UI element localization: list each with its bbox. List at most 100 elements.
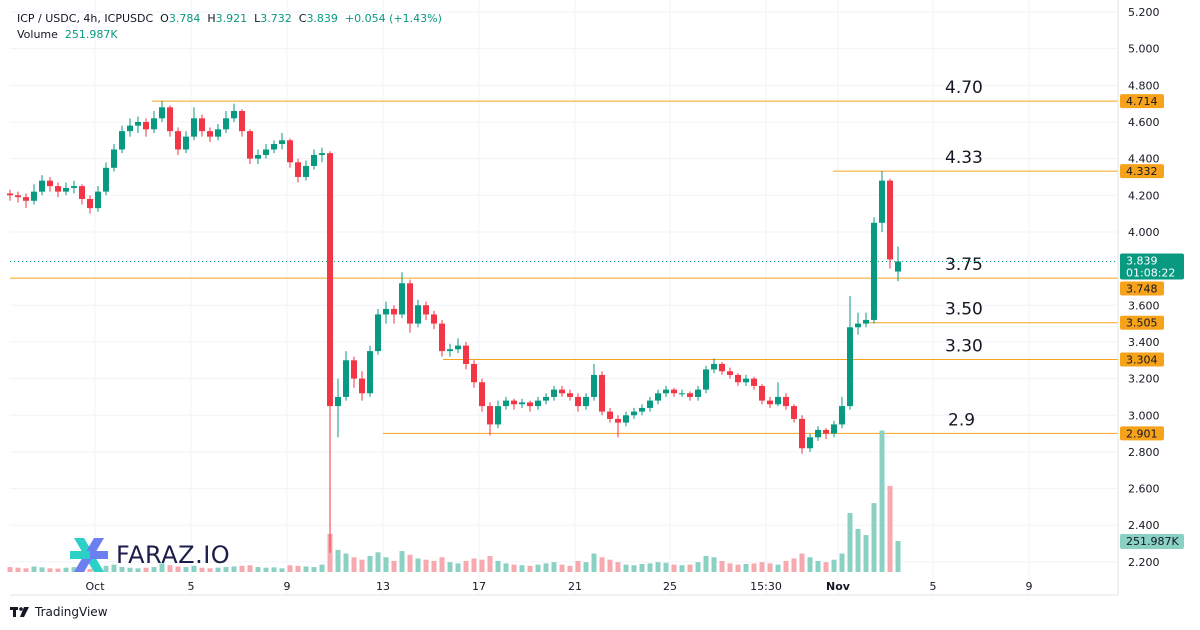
candle-body	[183, 136, 189, 150]
volume-bar	[15, 567, 21, 572]
volume-bar	[743, 564, 749, 572]
volume-bar	[351, 557, 357, 572]
candle-body	[695, 389, 701, 397]
level-price-label: 4.332	[1126, 165, 1158, 178]
faraz-watermark: FARAZ.IO	[68, 534, 230, 576]
bar-countdown: 01:08:22	[1126, 266, 1175, 279]
candle-body	[215, 129, 221, 137]
volume-bar	[847, 512, 853, 572]
candle-body	[791, 406, 797, 419]
price-tick-label: 2.600	[1128, 483, 1160, 496]
volume-bar	[735, 564, 741, 572]
volume-bar	[823, 562, 829, 572]
candle-body	[367, 351, 373, 394]
candle-body	[207, 131, 213, 137]
volume-bar	[447, 562, 453, 572]
volume-bar	[607, 559, 613, 572]
level-price-label: 3.304	[1126, 354, 1158, 367]
candle-body	[711, 363, 717, 370]
volume-bar	[415, 558, 421, 572]
volume-bar	[71, 567, 77, 572]
candle-body	[639, 407, 645, 412]
volume-bar	[575, 560, 581, 572]
volume-bar	[863, 535, 869, 572]
candle-body	[623, 415, 629, 423]
candle-body	[47, 180, 53, 187]
candle-body	[679, 393, 685, 395]
candle-body	[55, 186, 61, 192]
candle-body	[527, 402, 533, 407]
candle-body	[31, 191, 37, 201]
candle-body	[319, 153, 325, 155]
current-price-tag	[1120, 253, 1184, 280]
candle-body	[71, 186, 77, 188]
candle-body	[423, 305, 429, 315]
candle-body	[287, 140, 293, 163]
current-price-label: 3.839	[1126, 254, 1158, 267]
candle-body	[7, 193, 13, 196]
level-price-label: 2.901	[1126, 427, 1158, 440]
tradingview-brand[interactable]: TradingView	[10, 605, 108, 619]
candle-body	[407, 283, 413, 324]
volume-bar	[143, 567, 149, 572]
candle-body	[799, 418, 805, 449]
volume-bar	[679, 565, 685, 572]
candle-body	[631, 411, 637, 416]
candle-body	[463, 345, 469, 364]
volume-bar	[191, 565, 197, 572]
level-price-tag	[1120, 94, 1164, 109]
volume-bar	[271, 567, 277, 572]
horizontal-levels[interactable]: 4.70 4.33 3.75 3.50 3.30 2.9	[10, 78, 1118, 434]
volume-bar	[871, 503, 877, 572]
close-value: 3.839	[306, 12, 338, 25]
volume-bar	[183, 567, 189, 572]
price-tick-label: 3.200	[1128, 373, 1160, 386]
candle-body	[279, 140, 285, 144]
volume-bar	[135, 568, 141, 572]
volume-bar	[727, 563, 733, 572]
level-annotation: 3.75	[945, 255, 983, 275]
candle-body	[599, 374, 605, 412]
volume-bar	[759, 562, 765, 572]
candle-body	[231, 110, 237, 119]
candle-body	[839, 406, 845, 425]
candle-body	[343, 360, 349, 397]
candle-body	[647, 400, 653, 408]
candle-body	[143, 121, 149, 130]
volume-bar	[311, 567, 317, 572]
candle-body	[79, 186, 85, 199]
level-annotation: 3.30	[945, 337, 983, 357]
candle-body	[871, 222, 877, 320]
candle-body	[263, 149, 269, 155]
volume-bar	[495, 560, 501, 572]
volume-bar	[543, 563, 549, 572]
candle-body	[87, 198, 93, 209]
candle-body	[39, 180, 45, 192]
candle-body	[223, 118, 229, 130]
candle-body	[359, 378, 365, 394]
volume-bar	[223, 567, 229, 572]
volume-bar	[255, 567, 261, 572]
volume-bar	[815, 560, 821, 572]
volume-bar	[407, 554, 413, 572]
time-axis[interactable]: Oct 5 9 13 17 21 25 15:30 Nov 5 9	[10, 580, 1118, 596]
volume-bar	[63, 567, 69, 572]
volume-bar	[455, 563, 461, 572]
candle-body	[671, 389, 677, 394]
volume-bar	[295, 565, 301, 572]
candle-body	[607, 411, 613, 419]
candle-body	[575, 396, 581, 407]
volume-tag	[1120, 534, 1184, 549]
candle-body	[751, 378, 757, 386]
volume-bar	[831, 559, 837, 572]
volume-bar	[47, 568, 53, 572]
price-axis[interactable]: 5.200 5.000 4.800 4.600 4.400 4.200 4.000 3.600…	[1117, 0, 1184, 595]
volume-bar	[527, 565, 533, 572]
level-annotation: 4.33	[945, 148, 983, 168]
volume-bar	[207, 568, 213, 572]
candle-body	[391, 308, 397, 315]
candle-body	[303, 165, 309, 177]
candle-body	[511, 400, 517, 405]
volume-bar	[671, 564, 677, 572]
